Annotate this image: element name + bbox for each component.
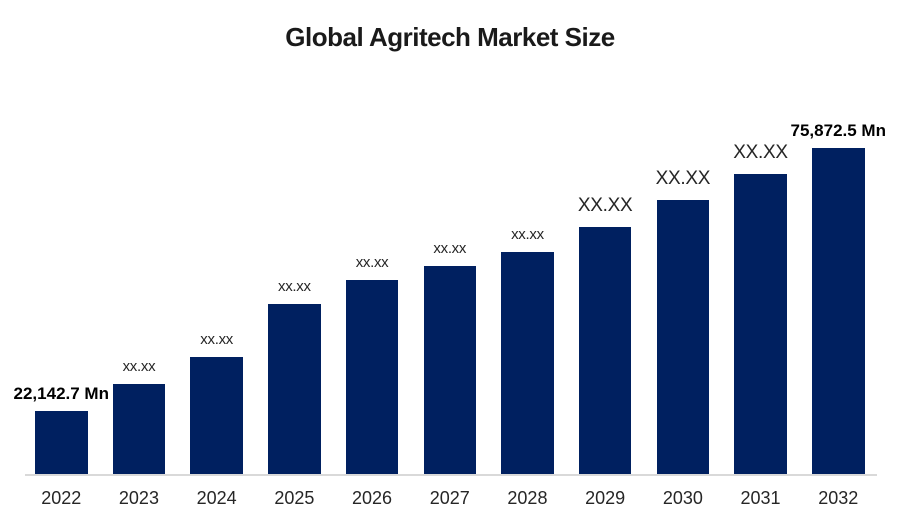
bar-value-label-2024: xx.xx xyxy=(200,331,233,348)
x-tick-2029: 2029 xyxy=(585,488,626,508)
x-tick-2022: 2022 xyxy=(41,488,82,508)
bar-value-label-2031: XX.XX xyxy=(733,142,788,163)
bar-value-label-2022: 22,142.7 Mn xyxy=(13,384,109,403)
x-tick-2024: 2024 xyxy=(196,488,237,508)
x-axis-line xyxy=(25,474,877,476)
bar-2029 xyxy=(578,227,632,474)
bar-2024 xyxy=(190,357,243,474)
bar-value-label-2032: 75,872.5 Mn xyxy=(790,121,886,140)
bar-2026 xyxy=(345,280,399,474)
bar-2022 xyxy=(35,411,88,474)
bar-value-label-2028: xx.xx xyxy=(511,226,544,243)
bar-2027 xyxy=(423,266,476,474)
bar-value-label-2023: xx.xx xyxy=(122,358,156,375)
bar-value-label-2025: xx.xx xyxy=(278,278,311,295)
chart-title: Global Agritech Market Size xyxy=(285,22,615,52)
bar-2023 xyxy=(112,384,166,474)
x-tick-2027: 2027 xyxy=(429,488,470,508)
bar-value-label-2026: xx.xx xyxy=(355,254,389,271)
x-tick-2028: 2028 xyxy=(507,488,548,508)
bar-2032 xyxy=(812,148,865,474)
bar-2030 xyxy=(656,200,710,474)
bar-value-label-2030: XX.XX xyxy=(655,168,711,189)
bar-value-label-2027: xx.xx xyxy=(433,240,467,257)
x-tick-2032: 2032 xyxy=(818,488,859,508)
x-tick-2026: 2026 xyxy=(352,488,393,508)
bar-2028 xyxy=(501,252,554,474)
x-tick-2025: 2025 xyxy=(274,488,315,508)
bar-2025 xyxy=(268,304,321,474)
x-tick-2031: 2031 xyxy=(740,488,781,508)
x-tick-2030: 2030 xyxy=(662,488,703,508)
x-tick-2023: 2023 xyxy=(118,488,159,508)
bar-value-label-2029: XX.XX xyxy=(577,195,633,216)
bar-2031 xyxy=(734,174,787,474)
